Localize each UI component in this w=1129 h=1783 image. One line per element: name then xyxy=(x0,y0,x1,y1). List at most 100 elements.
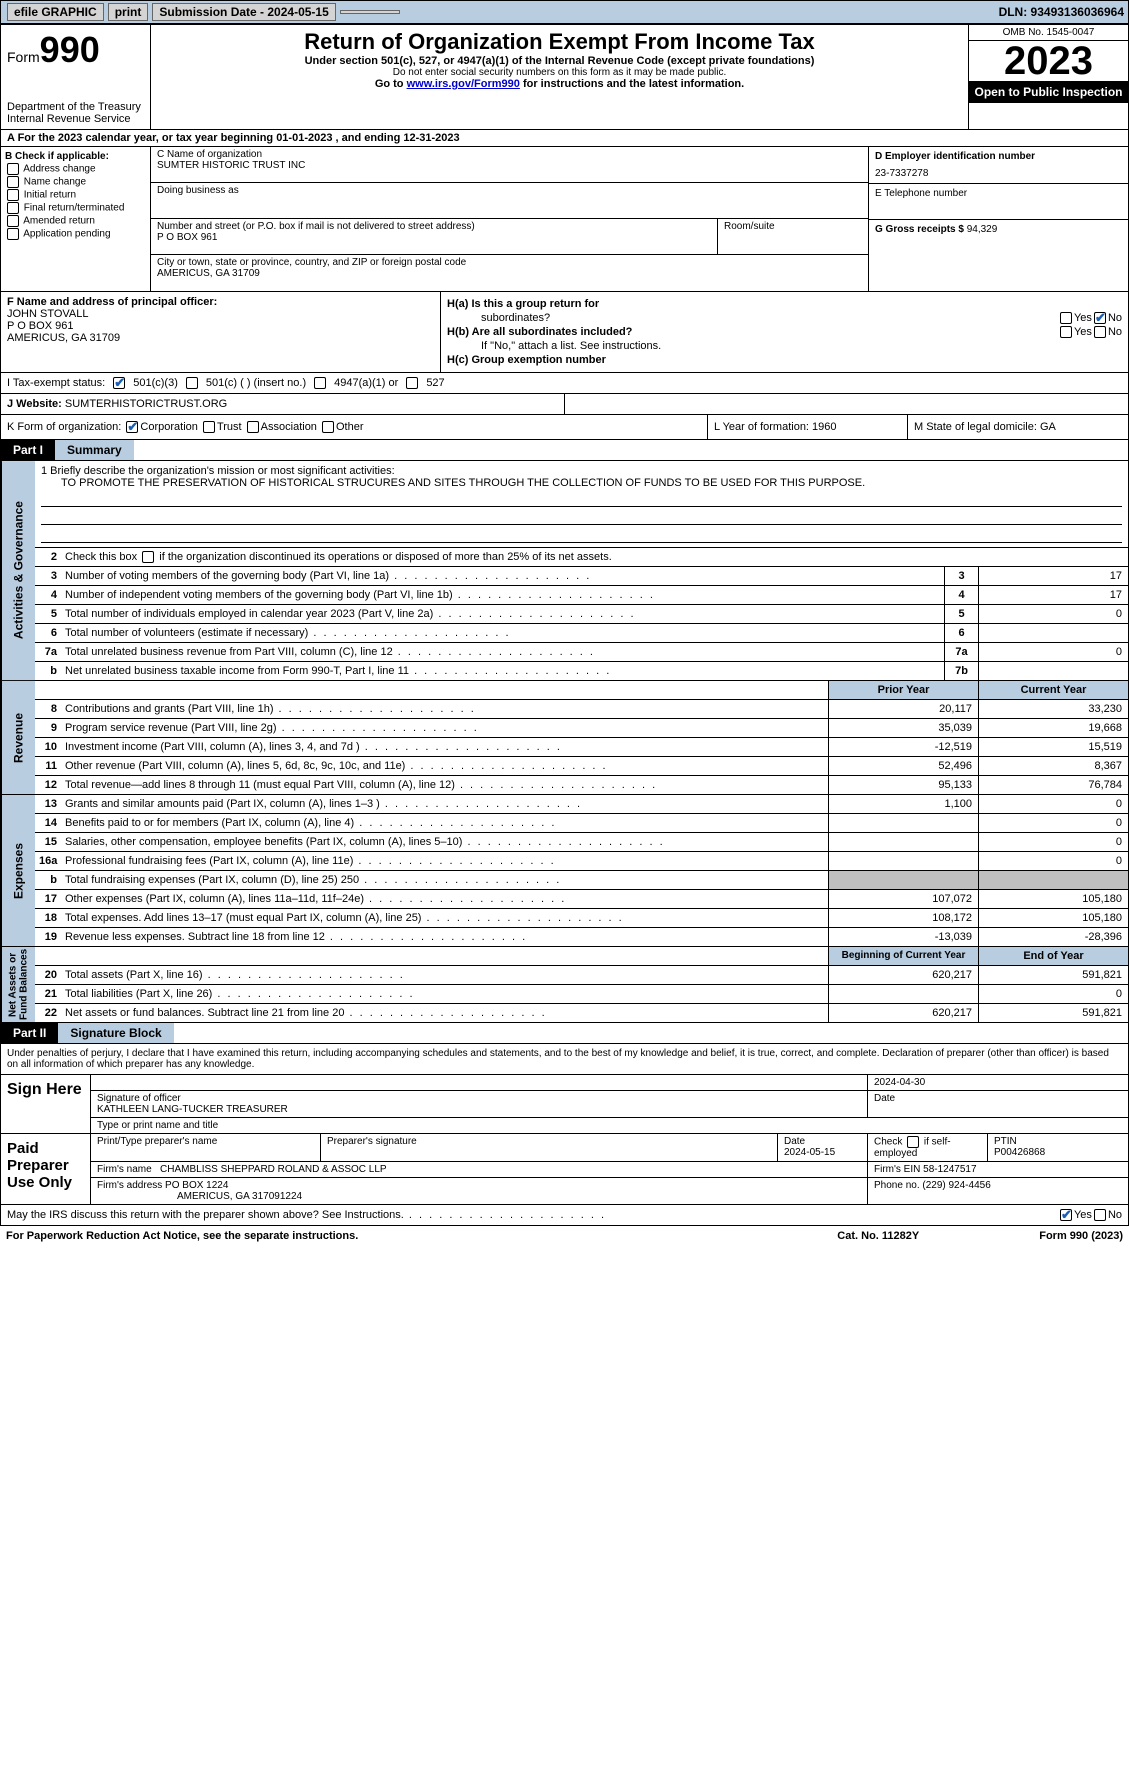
chk-corp[interactable] xyxy=(126,421,138,433)
py-9: 35,039 xyxy=(828,719,978,737)
cy-18: 105,180 xyxy=(978,909,1128,927)
city-label: City or town, state or province, country… xyxy=(157,257,862,268)
signature-intro: Under penalties of perjury, I declare th… xyxy=(0,1044,1129,1075)
py-16a xyxy=(828,852,978,870)
tax-year: 2023 xyxy=(969,41,1128,81)
dln-label: DLN: 93493136036964 xyxy=(999,5,1124,19)
row-k: K Form of organization: Corporation Trus… xyxy=(1,415,708,439)
top-bar: efile GRAPHIC print Submission Date - 20… xyxy=(0,0,1129,24)
chk-final-return[interactable]: Final return/terminated xyxy=(5,202,146,214)
addr-value: P O BOX 961 xyxy=(157,232,711,243)
vtab-governance: Activities & Governance xyxy=(1,461,35,680)
print-button[interactable]: print xyxy=(108,3,149,21)
section-b-through-g: B Check if applicable: Address change Na… xyxy=(0,147,1129,292)
cy-12: 76,784 xyxy=(978,776,1128,794)
row-m: M State of legal domicile: GA xyxy=(908,415,1128,439)
form-number: Form990 xyxy=(7,29,144,71)
cy-19: -28,396 xyxy=(978,928,1128,946)
section-f-h: F Name and address of principal officer:… xyxy=(0,292,1129,373)
room-label: Room/suite xyxy=(718,219,868,254)
prep-sig-label: Preparer's signature xyxy=(321,1134,778,1161)
paid-preparer-block: Paid Preparer Use Only Print/Type prepar… xyxy=(0,1134,1129,1205)
line-14: Benefits paid to or for members (Part IX… xyxy=(61,814,828,832)
addr-label: Number and street (or P.O. box if mail i… xyxy=(157,221,711,232)
chk-4947[interactable] xyxy=(314,377,326,389)
line-19: Revenue less expenses. Subtract line 18 … xyxy=(61,928,828,946)
vtab-expenses: Expenses xyxy=(1,795,35,946)
py-14 xyxy=(828,814,978,832)
line-15: Salaries, other compensation, employee b… xyxy=(61,833,828,851)
line-16a: Professional fundraising fees (Part IX, … xyxy=(61,852,828,870)
form-header: Form990 Department of the Treasury Inter… xyxy=(0,24,1129,130)
date-label: Date xyxy=(868,1091,1128,1117)
hb-yes[interactable] xyxy=(1060,326,1072,338)
cy-15: 0 xyxy=(978,833,1128,851)
chk-501c3[interactable] xyxy=(113,377,125,389)
py-b xyxy=(828,871,978,889)
form-title: Return of Organization Exempt From Incom… xyxy=(157,29,962,55)
chk-assoc[interactable] xyxy=(247,421,259,433)
efile-button[interactable]: efile GRAPHIC xyxy=(7,3,104,21)
ptin-value: P00426868 xyxy=(994,1147,1045,1158)
ha-no[interactable] xyxy=(1094,312,1106,324)
summary-revenue: Revenue Prior Year Current Year 8Contrib… xyxy=(0,681,1129,795)
col-end-year: End of Year xyxy=(978,947,1128,965)
py-21 xyxy=(828,985,978,1003)
summary-net-assets: Net Assets or Fund Balances Beginning of… xyxy=(0,947,1129,1023)
row-j: J Website: SUMTERHISTORICTRUST.ORG xyxy=(1,394,565,414)
chk-trust[interactable] xyxy=(203,421,215,433)
chk-self-employed[interactable] xyxy=(907,1136,919,1148)
col-begin-year: Beginning of Current Year xyxy=(828,947,978,965)
hb-no[interactable] xyxy=(1094,326,1106,338)
val-3: 17 xyxy=(978,567,1128,585)
sig-officer-label: Signature of officer xyxy=(97,1093,861,1104)
chk-501c[interactable] xyxy=(186,377,198,389)
sig-officer-name: KATHLEEN LANG-TUCKER TREASURER xyxy=(97,1104,861,1115)
chk-other[interactable] xyxy=(322,421,334,433)
ha-yes[interactable] xyxy=(1060,312,1072,324)
chk-527[interactable] xyxy=(406,377,418,389)
gross-receipts: 94,329 xyxy=(967,224,998,235)
cy-17: 105,180 xyxy=(978,890,1128,908)
chk-initial-return[interactable]: Initial return xyxy=(5,189,146,201)
line-3: Number of voting members of the governin… xyxy=(61,567,944,585)
e-label: E Telephone number xyxy=(869,184,1128,220)
chk-name-change[interactable]: Name change xyxy=(5,176,146,188)
prep-date: 2024-05-15 xyxy=(784,1147,835,1158)
col-prior-year: Prior Year xyxy=(828,681,978,699)
row-l: L Year of formation: 1960 xyxy=(708,415,908,439)
chk-amended-return[interactable]: Amended return xyxy=(5,215,146,227)
footer-bottom: For Paperwork Reduction Act Notice, see … xyxy=(0,1226,1129,1246)
summary-expenses: Expenses 13Grants and similar amounts pa… xyxy=(0,795,1129,947)
f-label: F Name and address of principal officer: xyxy=(7,296,434,308)
cy-22: 591,821 xyxy=(978,1004,1128,1022)
line-12: Total revenue—add lines 8 through 11 (mu… xyxy=(61,776,828,794)
b-header: B Check if applicable: xyxy=(5,151,146,162)
discuss-no[interactable] xyxy=(1094,1209,1106,1221)
discuss-yes[interactable] xyxy=(1060,1209,1072,1221)
line-11: Other revenue (Part VIII, column (A), li… xyxy=(61,757,828,775)
chk-discontinued[interactable] xyxy=(142,551,154,563)
firm-name: CHAMBLISS SHEPPARD ROLAND & ASSOC LLP xyxy=(160,1164,387,1175)
subtitle-2: Do not enter social security numbers on … xyxy=(157,67,962,78)
firm-addr2: AMERICUS, GA 317091224 xyxy=(97,1191,302,1202)
cy-11: 8,367 xyxy=(978,757,1128,775)
sign-date: 2024-04-30 xyxy=(868,1075,1128,1090)
line-20: Total assets (Part X, line 16) xyxy=(61,966,828,984)
g-label: G Gross receipts $ xyxy=(875,224,964,235)
line-9: Program service revenue (Part VIII, line… xyxy=(61,719,828,737)
val-4: 17 xyxy=(978,586,1128,604)
officer-name: JOHN STOVALL xyxy=(7,308,434,320)
val-7a: 0 xyxy=(978,643,1128,661)
chk-address-change[interactable]: Address change xyxy=(5,163,146,175)
line-18: Total expenses. Add lines 13–17 (must eq… xyxy=(61,909,828,927)
irs-link[interactable]: www.irs.gov/Form990 xyxy=(407,78,520,90)
chk-application-pending[interactable]: Application pending xyxy=(5,228,146,240)
type-label: Type or print name and title xyxy=(91,1118,1128,1133)
cy-9: 19,668 xyxy=(978,719,1128,737)
py-15 xyxy=(828,833,978,851)
part-1-header: Part I Summary xyxy=(0,440,1129,461)
officer-city: AMERICUS, GA 31709 xyxy=(7,332,434,344)
py-8: 20,117 xyxy=(828,700,978,718)
py-10: -12,519 xyxy=(828,738,978,756)
